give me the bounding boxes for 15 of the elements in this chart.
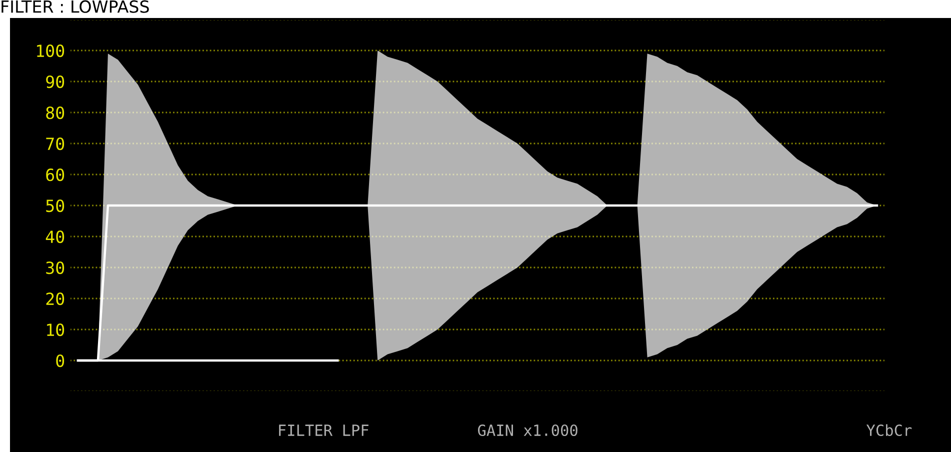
y-tick-label: 20 — [46, 292, 64, 306]
y-tick-label: 70 — [46, 138, 64, 150]
y-tick-label: 100 — [37, 44, 64, 58]
y-tick-label: 60 — [46, 168, 64, 182]
chart-title: FILTER : LOWPASS — [2, 0, 149, 13]
text: YCbCr — [866, 424, 912, 436]
y-tick-label: 10 — [47, 324, 64, 336]
y-tick-label: 90 — [46, 76, 64, 88]
y-tick-label: 80 — [46, 106, 64, 120]
y-tick-label: 30 — [46, 262, 64, 274]
y-tick-label: 0 — [56, 354, 64, 368]
text: FILTER LPF — [279, 424, 368, 436]
text: GAIN x1.000 — [478, 424, 578, 436]
y-tick-label: 40 — [46, 230, 64, 244]
y-tick-label: 50 — [46, 200, 64, 212]
